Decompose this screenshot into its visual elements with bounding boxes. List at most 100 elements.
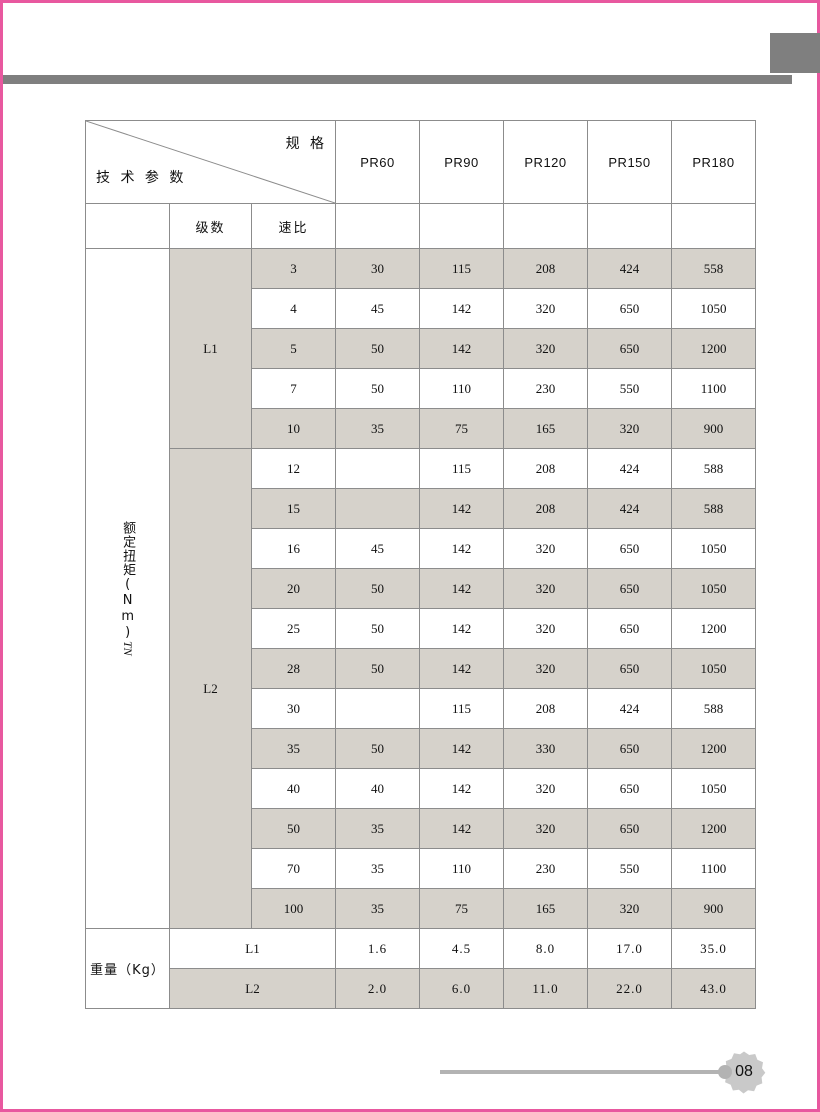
torque-cell-70-PR60: 35	[335, 848, 421, 889]
weight-cell-L1-PR120: 8.0	[503, 928, 589, 969]
table-row: 10 35 75 165 320 900	[86, 408, 757, 449]
torque-cell-70-PR90: 110	[419, 848, 505, 889]
rated-torque-text: 额定扭矩(Nm)	[120, 521, 136, 642]
torque-cell-70-PR120: 230	[503, 848, 589, 889]
subheader-blank-pr90	[419, 203, 505, 249]
spec-table-container: 规 格 技 术 参 数 PR60 PR90 PR120 PR150 PR180 …	[84, 120, 757, 1009]
table-row: 16 45 142 320 650 1050	[86, 528, 757, 569]
ratio-cell-10: 10	[250, 408, 337, 449]
torque-cell-20-PR180: 1050	[671, 568, 757, 609]
torque-cell-15-PR180: 588	[671, 488, 757, 529]
torque-cell-12-PR120: 208	[503, 448, 589, 489]
ratio-cell-20: 20	[250, 568, 337, 609]
torque-cell-10-PR150: 320	[587, 408, 673, 449]
torque-cell-4-PR180: 1050	[671, 288, 757, 329]
ratio-cell-100: 100	[250, 888, 337, 929]
rated-torque-label: 额定扭矩(Nm) TN	[85, 248, 170, 929]
torque-cell-4-PR150: 650	[587, 288, 673, 329]
torque-cell-3-PR120: 208	[503, 248, 589, 289]
torque-cell-70-PR180: 1100	[671, 848, 757, 889]
model-header-pr60: PR60	[335, 120, 421, 204]
torque-cell-100-PR120: 165	[503, 888, 589, 929]
torque-cell-10-PR90: 75	[419, 408, 505, 449]
table-row: 7 50 110 230 550 1100	[86, 368, 757, 409]
footer-rule-endpoint	[718, 1065, 732, 1079]
torque-cell-20-PR150: 650	[587, 568, 673, 609]
torque-cell-30-PR180: 588	[671, 688, 757, 729]
ratio-cell-28: 28	[250, 648, 337, 689]
model-header-pr120: PR120	[503, 120, 589, 204]
table-row: 28 50 142 320 650 1050	[86, 648, 757, 689]
torque-cell-28-PR90: 142	[419, 648, 505, 689]
page-number-label: 08	[735, 1063, 753, 1080]
torque-cell-5-PR120: 320	[503, 328, 589, 369]
model-header-pr150: PR150	[587, 120, 673, 204]
table-row: 30 115 208 424 588	[86, 688, 757, 729]
table-row: 5 50 142 320 650 1200	[86, 328, 757, 369]
weight-stage-L1: L1	[168, 928, 337, 969]
weight-cell-L2-PR180: 43.0	[671, 968, 757, 1009]
ratio-cell-40: 40	[250, 768, 337, 809]
torque-cell-7-PR120: 230	[503, 368, 589, 409]
torque-cell-16-PR120: 320	[503, 528, 589, 569]
stage-group-l2: L2	[169, 448, 252, 929]
torque-cell-40-PR90: 142	[419, 768, 505, 809]
weight-row: L2 2.0 6.0 11.0 22.0 43.0	[86, 968, 757, 1009]
torque-symbol: TN	[121, 641, 135, 656]
torque-cell-35-PR150: 650	[587, 728, 673, 769]
torque-cell-50-PR180: 1200	[671, 808, 757, 849]
tech-params-header-label: 技 术 参 数	[96, 170, 187, 186]
torque-cell-7-PR60: 50	[335, 368, 421, 409]
ratio-cell-7: 7	[250, 368, 337, 409]
table-subheader-row: 级数 速比	[85, 203, 757, 249]
torque-cell-7-PR150: 550	[587, 368, 673, 409]
table-row: 100 35 75 165 320 900	[86, 888, 757, 929]
torque-cell-35-PR90: 142	[419, 728, 505, 769]
torque-cell-35-PR60: 50	[335, 728, 421, 769]
gear-icon	[722, 1051, 766, 1094]
torque-cell-25-PR180: 1200	[671, 608, 757, 649]
torque-cell-28-PR150: 650	[587, 648, 673, 689]
weight-cell-L1-PR150: 17.0	[587, 928, 673, 969]
torque-cell-10-PR180: 900	[671, 408, 757, 449]
ratio-cell-5: 5	[250, 328, 337, 369]
torque-cell-40-PR150: 650	[587, 768, 673, 809]
corner-header-cell: 规 格 技 术 参 数	[84, 120, 337, 204]
torque-cell-16-PR150: 650	[587, 528, 673, 569]
weight-cell-L1-PR90: 4.5	[419, 928, 505, 969]
torque-cell-12-PR90: 115	[419, 448, 505, 489]
torque-cell-28-PR60: 50	[335, 648, 421, 689]
weight-cell-L2-PR90: 6.0	[419, 968, 505, 1009]
torque-cell-28-PR180: 1050	[671, 648, 757, 689]
torque-cell-4-PR60: 45	[335, 288, 421, 329]
torque-cell-28-PR120: 320	[503, 648, 589, 689]
weight-label: 重量（Kg）	[85, 928, 170, 1009]
table-row: 50 35 142 320 650 1200	[86, 808, 757, 849]
weight-cell-L1-PR60: 1.6	[335, 928, 421, 969]
torque-cell-5-PR180: 1200	[671, 328, 757, 369]
torque-cell-3-PR90: 115	[419, 248, 505, 289]
torque-cell-35-PR120: 330	[503, 728, 589, 769]
torque-cell-100-PR90: 75	[419, 888, 505, 929]
subheader-blank-pr150	[587, 203, 673, 249]
weight-cell-L2-PR120: 11.0	[503, 968, 589, 1009]
ratio-cell-25: 25	[250, 608, 337, 649]
torque-cell-35-PR180: 1200	[671, 728, 757, 769]
table-row: 40 40 142 320 650 1050	[86, 768, 757, 809]
torque-cell-12-PR180: 588	[671, 448, 757, 489]
torque-cell-40-PR60: 40	[335, 768, 421, 809]
torque-cell-7-PR180: 1100	[671, 368, 757, 409]
footer-rule	[440, 1070, 725, 1074]
header-accent-block	[770, 33, 820, 73]
table-row: 25 50 142 320 650 1200	[86, 608, 757, 649]
subheader-blank-pr180	[671, 203, 757, 249]
torque-cell-7-PR90: 110	[419, 368, 505, 409]
model-header-pr180: PR180	[671, 120, 757, 204]
weight-cell-L2-PR60: 2.0	[335, 968, 421, 1009]
ratio-cell-70: 70	[250, 848, 337, 889]
table-row: 35 50 142 330 650 1200	[86, 728, 757, 769]
torque-cell-100-PR180: 900	[671, 888, 757, 929]
torque-cell-5-PR90: 142	[419, 328, 505, 369]
torque-cell-100-PR60: 35	[335, 888, 421, 929]
torque-cell-15-PR150: 424	[587, 488, 673, 529]
